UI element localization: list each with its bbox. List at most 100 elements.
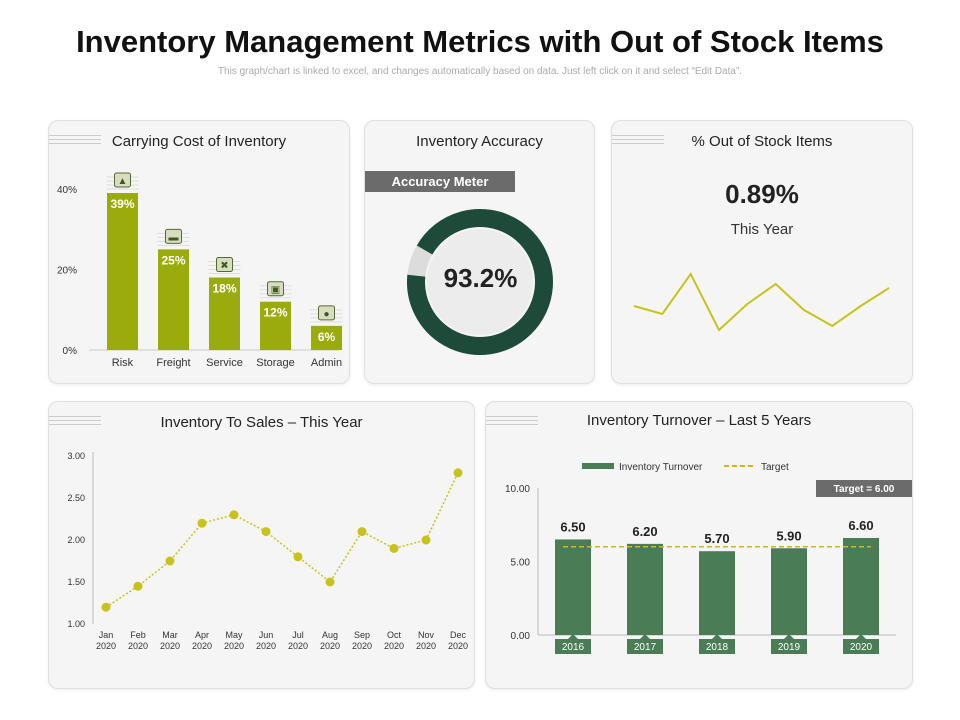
chart-icon (114, 172, 131, 188)
data-point (357, 527, 367, 537)
year-badge (771, 639, 807, 654)
year-label: 2020 (850, 642, 873, 653)
x-tick-month: Feb (130, 630, 146, 640)
x-tick-month: Jan (99, 630, 114, 640)
bar (158, 249, 189, 350)
data-point (165, 556, 175, 566)
accuracy-card: Inventory Accuracy Accuracy Meter 93.2% (364, 120, 595, 384)
donut-slice-accuracy (407, 209, 553, 355)
out-of-stock-period: This Year (730, 221, 794, 238)
page-subtitle: This graph/chart is linked to excel, and… (217, 66, 743, 77)
x-tick-month: Sep (354, 630, 370, 640)
clipboard-icon (267, 281, 284, 297)
data-point (229, 510, 239, 520)
sales-chart: 1.001.502.002.503.00Jan2020Feb2020Mar202… (67, 451, 468, 651)
x-tick-year: 2020 (448, 641, 468, 651)
x-tick-month: Dec (450, 630, 467, 640)
data-point (389, 543, 399, 553)
y-tick-label: 40% (57, 185, 77, 196)
year-pointer (568, 634, 578, 639)
x-tick-month: Mar (162, 630, 178, 640)
year-pointer (856, 634, 866, 639)
bar (699, 551, 735, 635)
bar-value-label: 6.20 (632, 524, 657, 539)
y-tick-label: 1.50 (67, 577, 85, 587)
turnover-card: Inventory Turnover – Last 5 Years Invent… (485, 401, 913, 689)
x-tick-year: 2020 (128, 641, 148, 651)
title-decoration (49, 135, 101, 147)
people-icon-glyph: ● (323, 309, 329, 320)
y-tick-label: 10.00 (505, 484, 530, 495)
bar (107, 193, 138, 350)
x-tick-month: Aug (322, 630, 338, 640)
tools-icon-glyph: ✖ (220, 261, 228, 272)
data-point (101, 602, 111, 612)
x-tick-year: 2020 (192, 641, 212, 651)
x-tick-month: May (225, 630, 243, 640)
y-tick-label: 2.50 (67, 493, 85, 503)
carrying-cost-chart: 0% 20% 40% 39% ▲ Risk 25% ▬ Freight 18% ✖ Service 12… (57, 172, 343, 369)
x-tick-year: 2020 (256, 641, 276, 651)
y-tick-label: 3.00 (67, 451, 85, 461)
year-label: 2017 (634, 642, 657, 653)
accuracy-title: Inventory Accuracy (416, 133, 543, 150)
x-tick-month: Jul (292, 630, 304, 640)
title-decoration (486, 416, 538, 428)
x-tick-month: Oct (387, 630, 402, 640)
year-badge (555, 639, 591, 654)
x-tick-year: 2020 (96, 641, 116, 651)
x-tick-year: 2020 (288, 641, 308, 651)
tools-icon (216, 257, 233, 273)
turnover-chart: Inventory Turnover Target Target = 6.00 0.0… (505, 462, 912, 654)
x-tick-year: 2020 (384, 641, 404, 651)
data-point (293, 552, 303, 562)
page-title: Inventory Management Metrics with Out of… (76, 24, 884, 59)
x-tick-month: Nov (418, 630, 435, 640)
truck-icon-glyph: ▬ (169, 232, 179, 243)
data-point (453, 468, 463, 478)
sparkline (633, 272, 890, 332)
year-badge (627, 639, 663, 654)
x-tick-label: Storage (256, 357, 295, 369)
y-tick-label: 20% (57, 266, 77, 277)
year-label: 2018 (706, 642, 729, 653)
bar (311, 325, 342, 350)
year-label: 2019 (778, 642, 801, 653)
year-pointer (712, 634, 722, 639)
bar-value-label: 5.90 (776, 528, 801, 543)
bar-value-label: 6% (318, 330, 336, 344)
clipboard-icon-glyph: ▣ (271, 285, 280, 296)
y-tick-label: 1.00 (67, 619, 85, 629)
donut-center (427, 229, 533, 335)
y-tick-label: 5.00 (511, 558, 531, 569)
y-tick-label: 0% (63, 346, 78, 357)
data-point (421, 535, 431, 545)
out-of-stock-title: % Out of Stock Items (691, 133, 833, 150)
out-of-stock-card: % Out of Stock Items 0.89% This Year (611, 120, 913, 384)
carrying-cost-title: Carrying Cost of Inventory (111, 133, 287, 150)
x-tick-year: 2020 (320, 641, 340, 651)
x-tick-month: Jun (259, 630, 274, 640)
data-point (197, 518, 207, 528)
y-tick-label: 0.00 (511, 631, 531, 642)
bar-value-label: 6.60 (848, 518, 873, 533)
people-icon (318, 305, 335, 321)
bar (843, 537, 879, 635)
target-badge (816, 480, 912, 497)
bar (627, 543, 663, 635)
y-tick-label: 2.00 (67, 535, 85, 545)
year-label: 2016 (562, 642, 585, 653)
x-tick-label: Freight (156, 357, 190, 369)
year-badge (699, 639, 735, 654)
legend-label-turnover: Inventory Turnover (619, 462, 703, 473)
data-point (325, 577, 335, 587)
x-tick-label: Admin (311, 357, 342, 369)
data-point (261, 527, 271, 537)
x-tick-year: 2020 (160, 641, 180, 651)
out-of-stock-value: 0.89% (725, 179, 799, 209)
legend-label-target: Target (761, 462, 789, 473)
accuracy-meter-label: Accuracy Meter (365, 171, 515, 192)
out-of-stock-sparkline (633, 272, 890, 332)
accuracy-value: 93.2% (443, 263, 518, 293)
x-tick-month: Apr (195, 630, 209, 640)
